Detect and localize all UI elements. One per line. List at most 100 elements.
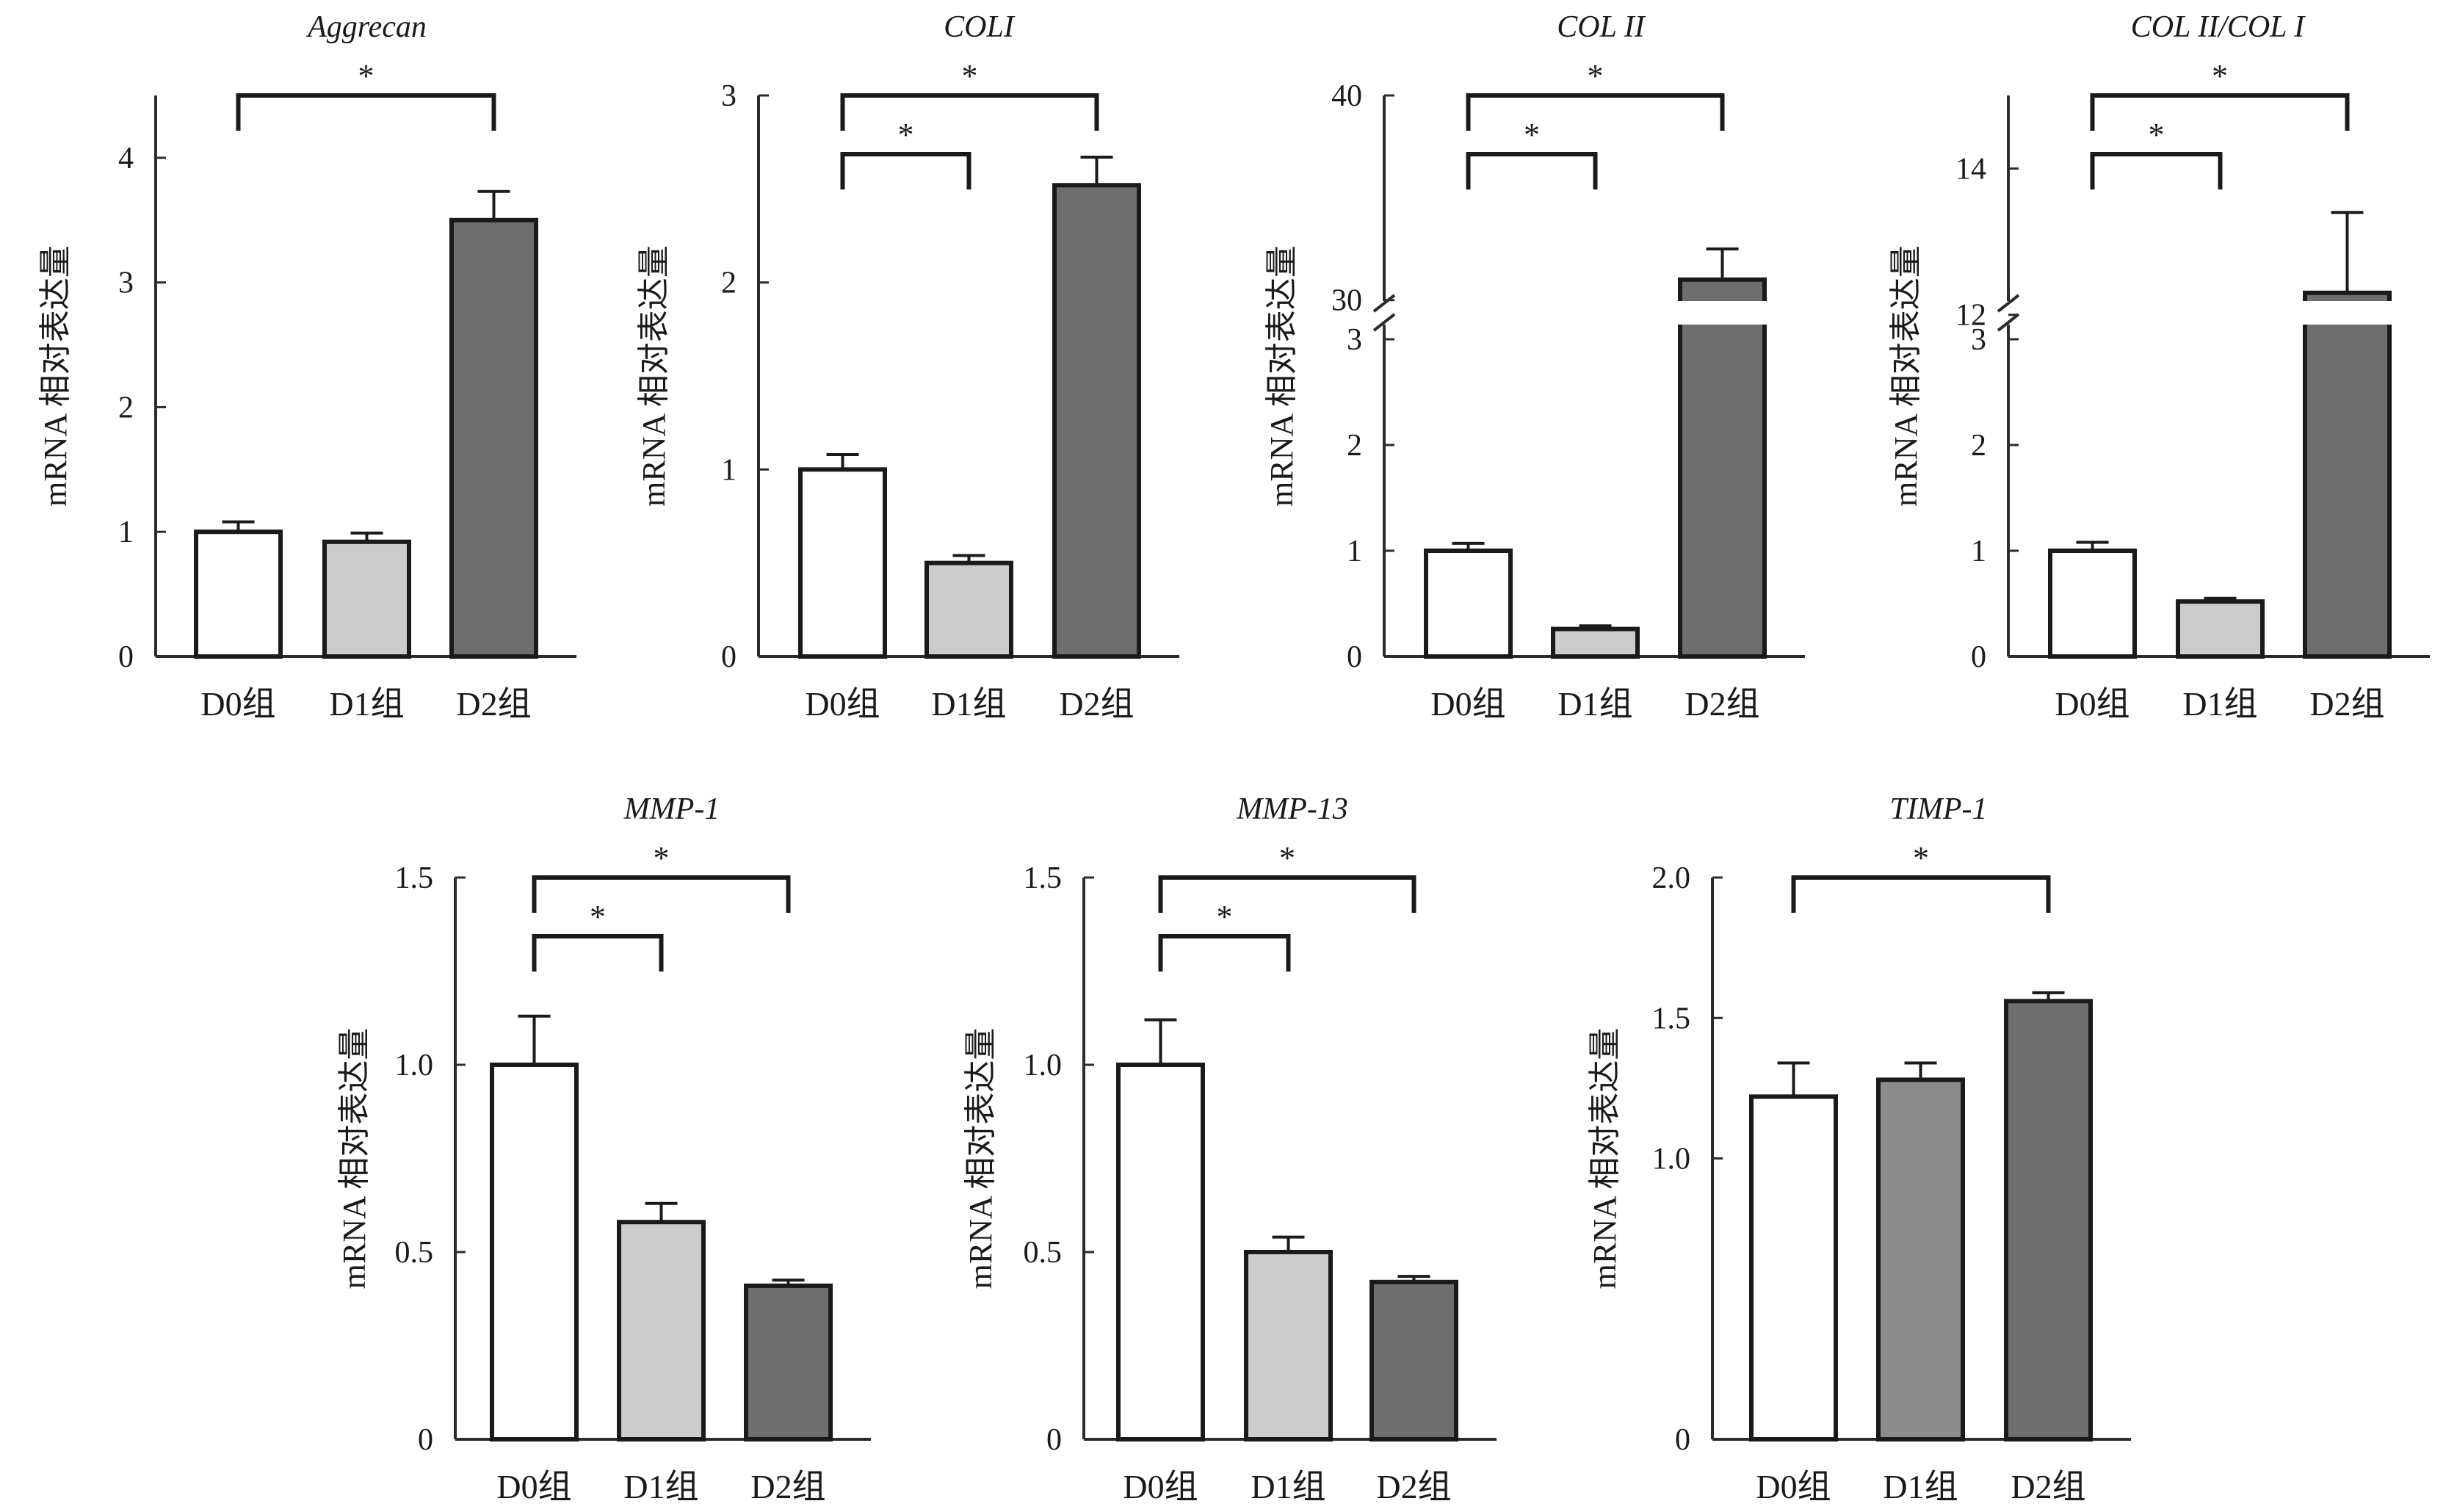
bar bbox=[617, 1220, 706, 1442]
x-tick-label: D2组 bbox=[1376, 1468, 1451, 1505]
y-tick-label: 3 bbox=[1971, 323, 1986, 357]
y-tick-label: 0 bbox=[118, 640, 134, 674]
bar bbox=[1678, 277, 1767, 659]
bar bbox=[1749, 1094, 1838, 1442]
significance-star: * bbox=[1524, 117, 1540, 153]
x-tick-label: D1组 bbox=[1251, 1468, 1325, 1505]
y-tick-label: 2 bbox=[1347, 429, 1362, 463]
y-tick-label: 2 bbox=[1971, 429, 1986, 463]
y-tick-label: 40 bbox=[1331, 79, 1362, 113]
chart-panel: MMP-1 mRNA 相对表达量 0 0.5 1.0 1.5 D0组 D1组 D2组 * * bbox=[336, 792, 871, 1505]
bar bbox=[194, 529, 283, 659]
x-tick-label: D2组 bbox=[1059, 685, 1134, 723]
significance-star: * bbox=[590, 899, 606, 935]
y-axis-label: mRNA 相对表达量 bbox=[37, 245, 73, 507]
chart-panel: MMP-13 mRNA 相对表达量 0 0.5 1.0 1.5 D0组 D1组 D2组 * * bbox=[963, 792, 1497, 1505]
y-tick-label: 0 bbox=[721, 640, 737, 674]
bar bbox=[1116, 1063, 1205, 1442]
x-tick-label: D0组 bbox=[805, 685, 880, 723]
chart-panel: TIMP-1 mRNA 相对表达量 0 1.0 1.5 2.0 D0组 D1组 D2组 * bbox=[1587, 792, 2131, 1505]
y-tick-label: 1.0 bbox=[1024, 1049, 1063, 1082]
x-tick-label: D1组 bbox=[1883, 1468, 1958, 1505]
bar bbox=[1369, 1279, 1458, 1442]
y-tick-label: 0 bbox=[1971, 640, 1986, 674]
x-tick-label: D0组 bbox=[200, 685, 275, 723]
bar bbox=[1052, 183, 1141, 659]
significance-bracket bbox=[2090, 152, 2223, 189]
significance-star: * bbox=[2212, 58, 2228, 94]
x-tick-label: D1组 bbox=[2182, 685, 2257, 723]
significance-bracket bbox=[1158, 934, 1291, 972]
y-tick-label: 0 bbox=[418, 1423, 433, 1457]
y-tick-label: 1.0 bbox=[395, 1049, 434, 1082]
y-tick-label: 1 bbox=[721, 453, 737, 487]
y-tick-label: 1 bbox=[1347, 535, 1362, 568]
y-tick-label: 0.5 bbox=[1024, 1236, 1063, 1270]
bar-break-gap bbox=[1676, 301, 1769, 325]
x-tick-label: D2组 bbox=[750, 1468, 825, 1505]
x-tick-label: D0组 bbox=[1430, 685, 1505, 723]
y-tick-label: 14 bbox=[1955, 153, 1986, 187]
y-axis-label: mRNA 相对表达量 bbox=[1888, 245, 1924, 507]
significance-star: * bbox=[962, 58, 978, 94]
y-tick-label: 0 bbox=[1046, 1423, 1062, 1457]
bar bbox=[1244, 1250, 1333, 1442]
significance-bracket bbox=[1466, 93, 1725, 131]
y-axis-label: mRNA 相对表达量 bbox=[1587, 1028, 1623, 1289]
bar bbox=[924, 560, 1013, 659]
x-tick-label: D2组 bbox=[1685, 685, 1759, 723]
axis-break-mark bbox=[1997, 294, 2020, 313]
chart-title: TIMP-1 bbox=[1890, 792, 1988, 826]
y-tick-label: 1.0 bbox=[1652, 1143, 1691, 1176]
x-tick-label: D2组 bbox=[2309, 685, 2384, 723]
y-axis-label: mRNA 相对表达量 bbox=[636, 245, 672, 507]
y-tick-label: 2 bbox=[721, 267, 737, 300]
x-tick-label: D0组 bbox=[2055, 685, 2129, 723]
x-tick-label: D0组 bbox=[1123, 1468, 1198, 1505]
bar bbox=[2176, 599, 2265, 659]
y-tick-label: 3 bbox=[118, 267, 134, 300]
y-axis-label: mRNA 相对表达量 bbox=[1264, 245, 1300, 507]
significance-bracket bbox=[840, 93, 1099, 131]
chart-title: COL II/COL I bbox=[2131, 10, 2306, 44]
bar bbox=[1424, 549, 1513, 659]
x-tick-label: D2组 bbox=[2011, 1468, 2085, 1505]
bar bbox=[1876, 1077, 1965, 1442]
bar bbox=[798, 467, 887, 659]
significance-bracket bbox=[236, 93, 496, 131]
bar bbox=[449, 217, 538, 659]
y-tick-label: 0.5 bbox=[395, 1236, 434, 1270]
chart-title: COL II bbox=[1557, 10, 1646, 44]
y-axis-label: mRNA 相对表达量 bbox=[336, 1028, 372, 1289]
significance-star: * bbox=[1588, 58, 1604, 94]
significance-star: * bbox=[654, 840, 670, 876]
x-tick-label: D1组 bbox=[931, 685, 1006, 723]
y-axis-label: mRNA 相对表达量 bbox=[963, 1028, 999, 1289]
significance-bracket bbox=[2090, 93, 2350, 131]
significance-bracket bbox=[1158, 875, 1416, 913]
chart-panel: COLI mRNA 相对表达量 0 1 2 3 D0组 D1组 D2组 * * bbox=[636, 10, 1179, 723]
y-tick-label: 30 bbox=[1331, 284, 1362, 318]
y-tick-label: 12 bbox=[1955, 299, 1986, 333]
chart-title: MMP-1 bbox=[623, 792, 720, 826]
significance-star: * bbox=[1279, 840, 1295, 876]
y-tick-label: 4 bbox=[118, 142, 134, 176]
significance-bracket bbox=[1466, 152, 1598, 189]
x-tick-label: D1组 bbox=[623, 1468, 698, 1505]
bar bbox=[322, 539, 411, 659]
chart-title: COLI bbox=[944, 10, 1016, 44]
significance-bracket bbox=[840, 152, 971, 189]
significance-bracket bbox=[532, 934, 664, 972]
significance-star: * bbox=[1913, 840, 1929, 876]
y-tick-label: 1 bbox=[118, 516, 134, 549]
axis-break-mark bbox=[1372, 313, 1396, 332]
x-tick-label: D2组 bbox=[456, 685, 531, 723]
y-tick-label: 1.5 bbox=[1652, 1002, 1691, 1035]
bar bbox=[490, 1063, 579, 1442]
y-tick-label: 0 bbox=[1675, 1423, 1690, 1457]
y-tick-label: 2.0 bbox=[1652, 861, 1691, 895]
bar-break-gap bbox=[2301, 301, 2394, 325]
significance-bracket bbox=[532, 875, 791, 913]
